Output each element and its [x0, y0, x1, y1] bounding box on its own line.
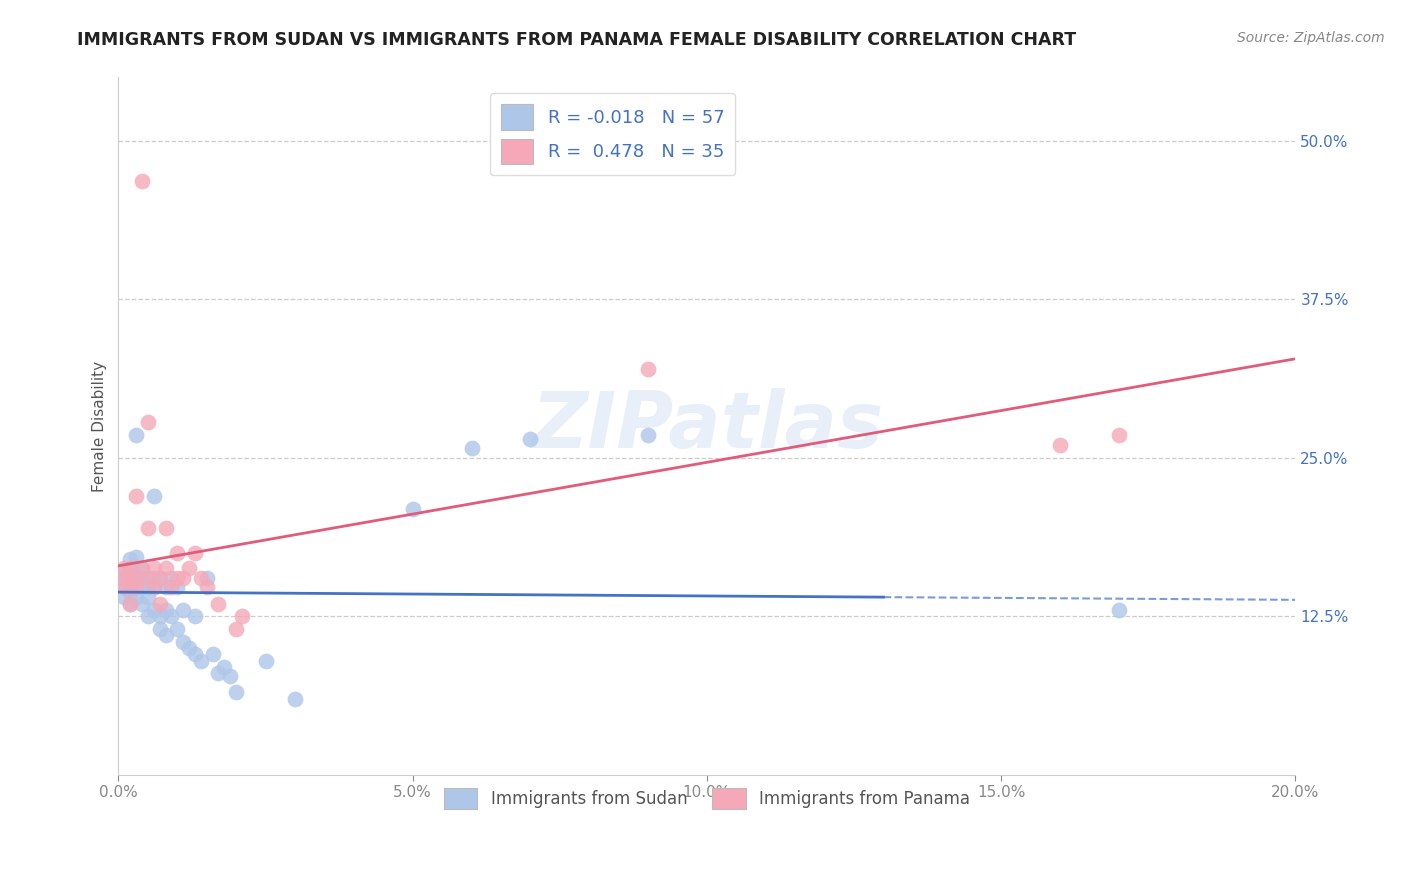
Point — [125, 549, 148, 564]
Point — [177, 561, 200, 575]
Point — [149, 622, 172, 636]
Point — [136, 591, 159, 605]
Point — [112, 580, 135, 594]
Point — [131, 174, 153, 188]
Point — [155, 520, 177, 534]
Text: Source: ZipAtlas.com: Source: ZipAtlas.com — [1237, 31, 1385, 45]
Point — [125, 489, 148, 503]
Point — [142, 571, 165, 585]
Point — [136, 571, 159, 585]
Point — [184, 609, 207, 624]
Point — [125, 580, 148, 594]
Point — [112, 580, 135, 594]
Point — [225, 685, 247, 699]
Point — [172, 603, 194, 617]
Point — [1108, 428, 1130, 442]
Legend: Immigrants from Sudan, Immigrants from Panama: Immigrants from Sudan, Immigrants from P… — [437, 781, 977, 815]
Point — [142, 580, 165, 594]
Point — [120, 580, 142, 594]
Point — [160, 580, 183, 594]
Point — [142, 561, 165, 575]
Point — [136, 571, 159, 585]
Point — [207, 666, 229, 681]
Point — [112, 561, 135, 575]
Point — [195, 580, 218, 594]
Point — [637, 428, 659, 442]
Text: ZIPatlas: ZIPatlas — [531, 388, 883, 464]
Point — [231, 609, 253, 624]
Y-axis label: Female Disability: Female Disability — [93, 360, 107, 491]
Point — [177, 640, 200, 655]
Point — [637, 362, 659, 376]
Point — [112, 565, 135, 579]
Point — [142, 603, 165, 617]
Point — [219, 669, 242, 683]
Point — [120, 580, 142, 594]
Point — [284, 691, 307, 706]
Point — [184, 648, 207, 662]
Point — [225, 622, 247, 636]
Point — [155, 561, 177, 575]
Point — [149, 597, 172, 611]
Point — [160, 571, 183, 585]
Point — [125, 428, 148, 442]
Point — [125, 591, 148, 605]
Point — [125, 571, 148, 585]
Point — [184, 546, 207, 560]
Point — [190, 571, 212, 585]
Point — [201, 648, 224, 662]
Point — [142, 580, 165, 594]
Point — [125, 567, 148, 582]
Point — [125, 580, 148, 594]
Point — [120, 597, 142, 611]
Point — [131, 571, 153, 585]
Point — [166, 622, 188, 636]
Point — [190, 654, 212, 668]
Point — [195, 571, 218, 585]
Point — [149, 571, 172, 585]
Text: IMMIGRANTS FROM SUDAN VS IMMIGRANTS FROM PANAMA FEMALE DISABILITY CORRELATION CH: IMMIGRANTS FROM SUDAN VS IMMIGRANTS FROM… — [77, 31, 1077, 49]
Point — [166, 546, 188, 560]
Point — [136, 520, 159, 534]
Point — [112, 571, 135, 585]
Point — [120, 562, 142, 576]
Point — [120, 586, 142, 600]
Point — [112, 571, 135, 585]
Point — [155, 603, 177, 617]
Point — [136, 415, 159, 429]
Point — [1108, 603, 1130, 617]
Point — [155, 580, 177, 594]
Point — [519, 432, 541, 446]
Point — [131, 580, 153, 594]
Point — [1049, 438, 1071, 452]
Point — [136, 580, 159, 594]
Point — [131, 597, 153, 611]
Point — [131, 561, 153, 575]
Point — [207, 597, 229, 611]
Point — [120, 571, 142, 585]
Point — [172, 571, 194, 585]
Point — [166, 580, 188, 594]
Point — [120, 561, 142, 575]
Point — [131, 562, 153, 576]
Point — [136, 609, 159, 624]
Point — [402, 501, 425, 516]
Point — [166, 571, 188, 585]
Point — [120, 597, 142, 611]
Point — [120, 571, 142, 585]
Point — [460, 441, 482, 455]
Point — [155, 628, 177, 642]
Point — [112, 591, 135, 605]
Point — [142, 489, 165, 503]
Point — [120, 552, 142, 566]
Point — [125, 571, 148, 585]
Point — [172, 634, 194, 648]
Point — [214, 660, 236, 674]
Point — [254, 654, 277, 668]
Point — [149, 571, 172, 585]
Point — [160, 609, 183, 624]
Point — [149, 609, 172, 624]
